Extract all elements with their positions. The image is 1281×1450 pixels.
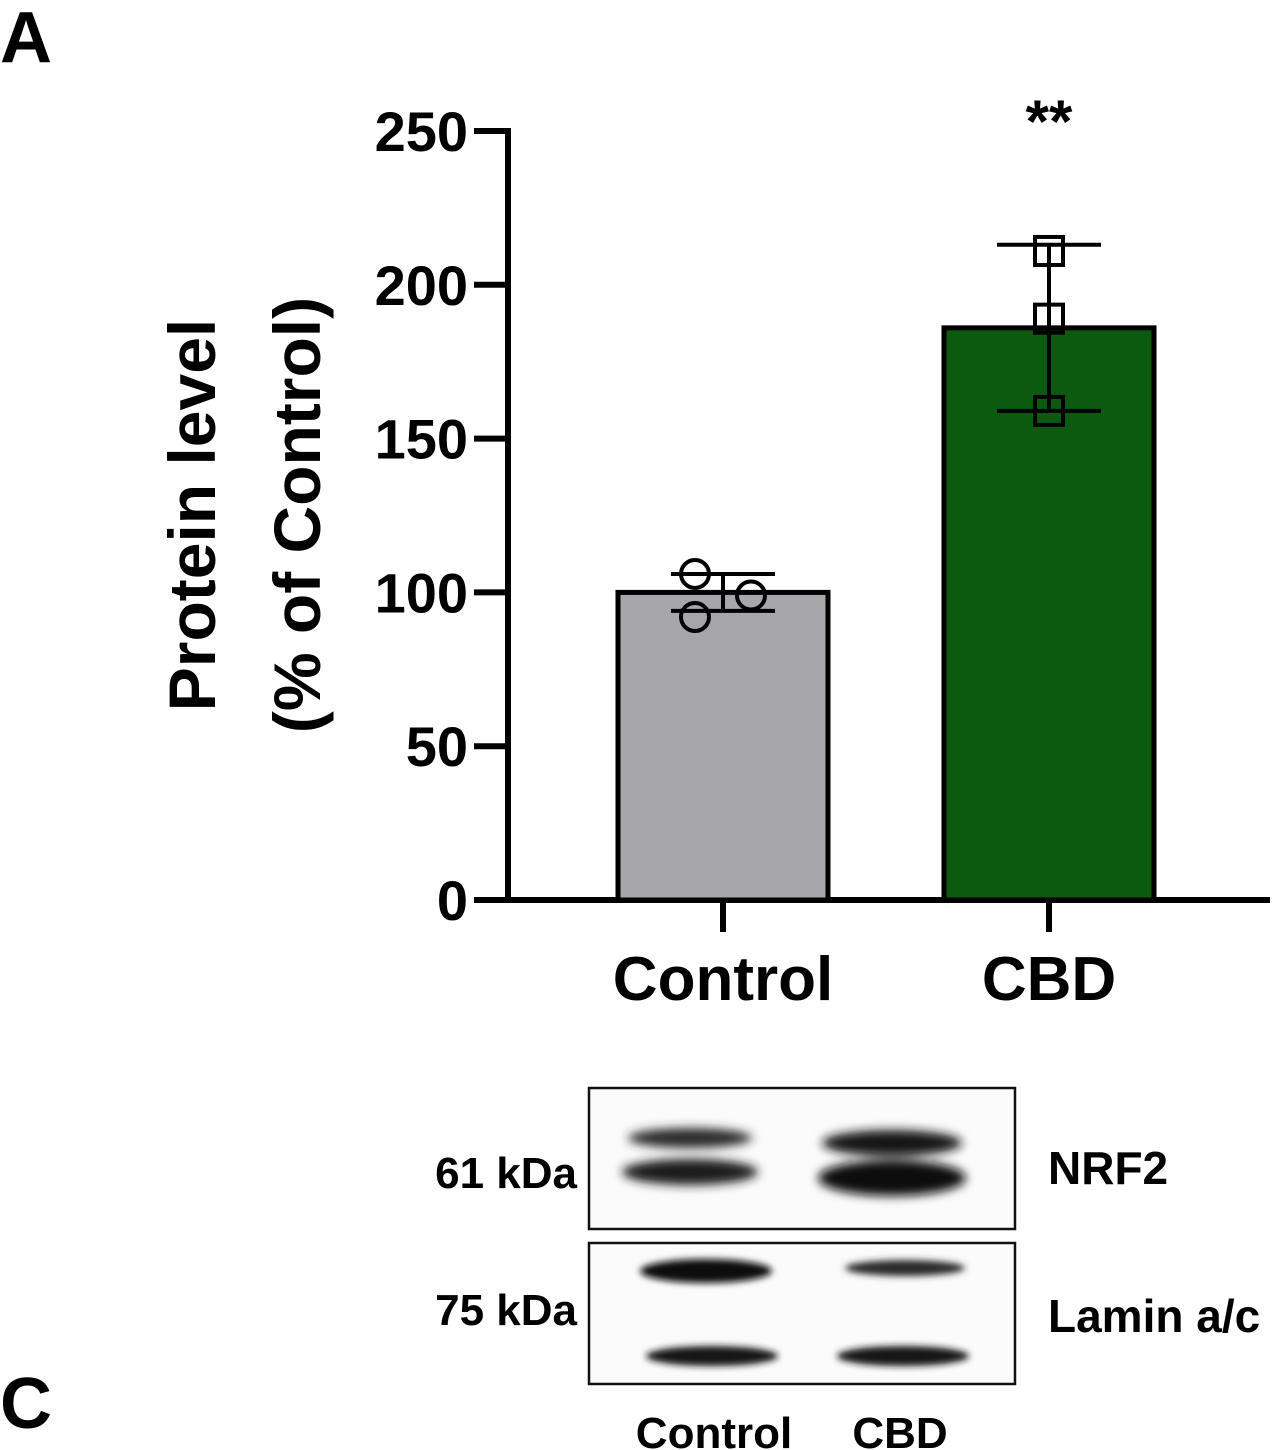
- y-tick-label: 200: [375, 254, 468, 317]
- marker-label-61kda: 61 kDa: [435, 1149, 577, 1198]
- y-axis-title: Protein level (% of Control): [155, 297, 334, 733]
- marker-label-75kda: 75 kDa: [435, 1286, 577, 1335]
- band-lamin-cbd-lower: [837, 1346, 969, 1366]
- y-tick-label: 0: [437, 869, 468, 932]
- panel-label-a: A: [0, 0, 52, 78]
- data-point-circle: [735, 579, 767, 612]
- data-point-square: [1033, 394, 1065, 427]
- band-lamin-cbd-upper: [845, 1260, 965, 1276]
- band-lamin-control-upper: [640, 1259, 772, 1283]
- nrf2-bands: [622, 1128, 966, 1196]
- band-nrf2-control-lower: [622, 1159, 758, 1185]
- blot-frame-nrf2: [587, 1086, 1017, 1231]
- band-nrf2-control-upper: [628, 1128, 752, 1148]
- y-tick-label: 50: [406, 715, 468, 778]
- protein-label-nrf2: NRF2: [1048, 1142, 1168, 1194]
- western-blot: 61 kDa 75 kDa NRF2 Lamin a/c Control CBD: [435, 1086, 1260, 1450]
- y-tick-label: 100: [375, 561, 468, 624]
- lane-label-control: Control: [636, 1409, 792, 1450]
- y-axis-title-line1: Protein level: [155, 319, 229, 712]
- band-lamin-control-lower: [646, 1346, 778, 1366]
- bar-control: [615, 589, 831, 903]
- protein-label-lamin: Lamin a/c: [1048, 1290, 1260, 1342]
- band-nrf2-cbd-upper: [822, 1130, 962, 1156]
- bar-cbd: [941, 325, 1157, 903]
- data-point-circle: [679, 557, 711, 590]
- lamin-bands: [640, 1259, 969, 1366]
- panel-label-c: C: [0, 1364, 52, 1444]
- y-ticks: 0 50 100 150 200 250: [375, 100, 508, 932]
- data-point-square: [1033, 302, 1065, 335]
- x-tick-label-cbd: CBD: [982, 945, 1116, 1014]
- x-ticks: Control CBD: [613, 900, 1116, 1014]
- y-tick-label: 250: [375, 100, 468, 163]
- significance-marker: **: [1026, 88, 1073, 155]
- x-tick-label-control: Control: [613, 945, 833, 1014]
- bars: **: [615, 88, 1157, 903]
- lane-label-cbd: CBD: [852, 1409, 947, 1450]
- data-point-circle: [679, 601, 711, 634]
- data-point-square: [1033, 234, 1065, 267]
- y-axis-title-line2: (% of Control): [260, 297, 334, 733]
- band-nrf2-cbd-lower: [818, 1160, 966, 1196]
- y-tick-label: 150: [375, 408, 468, 471]
